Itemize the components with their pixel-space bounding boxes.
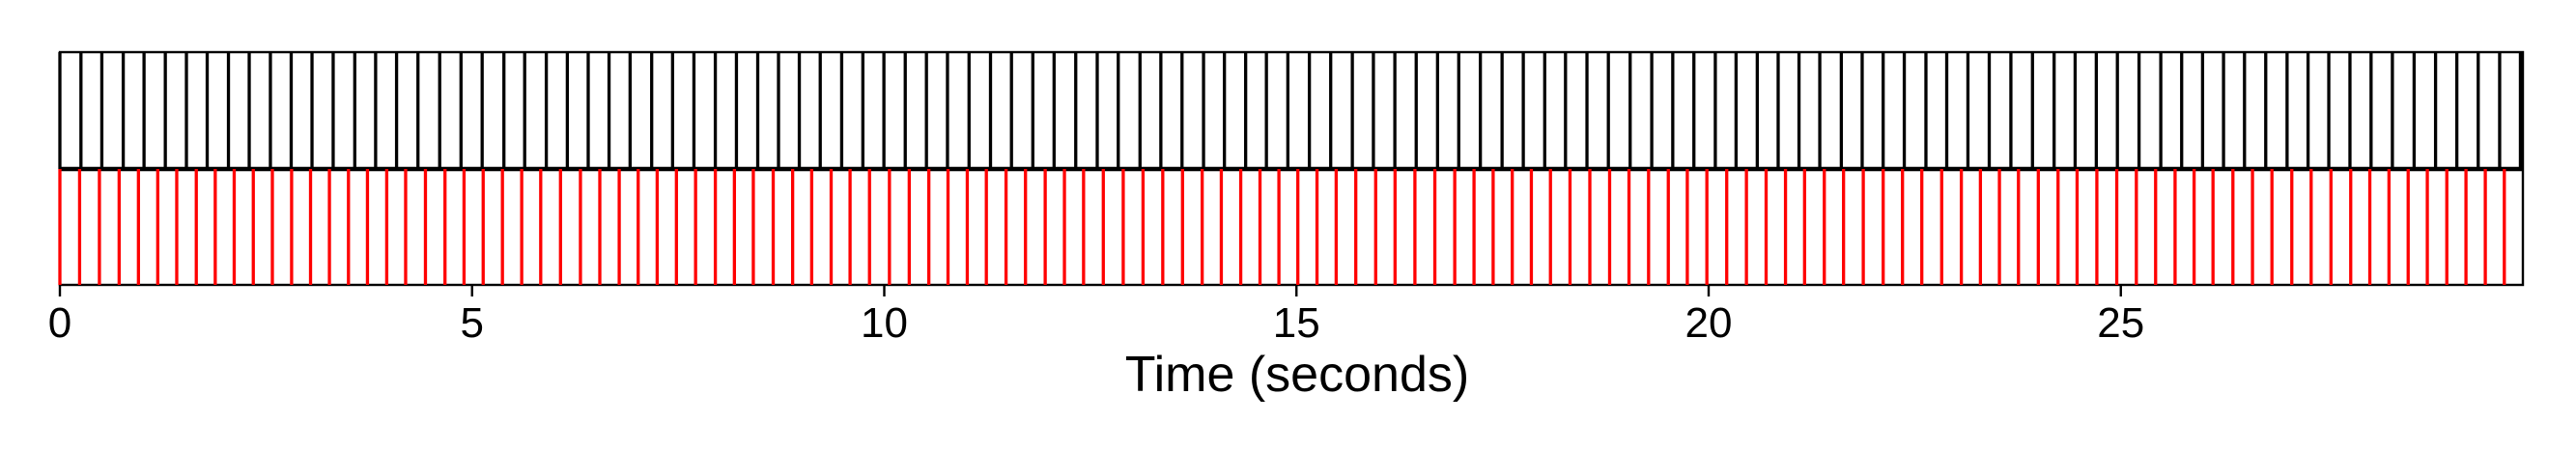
svg-text:10: 10: [861, 299, 908, 347]
svg-text:25: 25: [2097, 299, 2144, 347]
svg-text:20: 20: [1685, 299, 1733, 347]
svg-text:5: 5: [461, 299, 484, 347]
svg-text:15: 15: [1273, 299, 1320, 347]
svg-text:0: 0: [48, 299, 71, 347]
svg-text:Time (seconds): Time (seconds): [1125, 347, 1469, 403]
